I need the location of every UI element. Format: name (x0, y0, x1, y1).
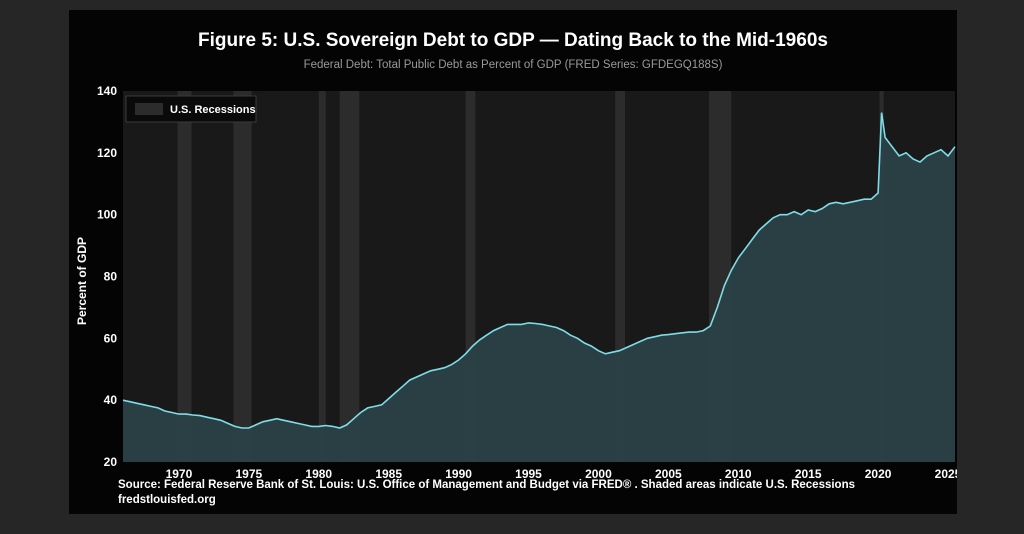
y-tick-label: 60 (104, 331, 118, 345)
y-tick-label: 120 (97, 146, 117, 160)
chart-source: Source: Federal Reserve Bank of St. Loui… (118, 478, 855, 508)
x-tick-label: 1990 (445, 467, 472, 481)
legend-swatch (135, 103, 163, 115)
x-tick-label: 2020 (865, 467, 892, 481)
x-tick-label: 1980 (305, 467, 332, 481)
x-tick-label: 1995 (515, 467, 542, 481)
x-axis-ticks: 1970 1975 1980 1985 1990 1995 2000 2005 2010 2015… (166, 467, 957, 481)
x-tick-label: 1970 (166, 467, 193, 481)
debt-area (123, 112, 955, 462)
recession-band (465, 91, 476, 462)
x-tick-label: 1975 (235, 467, 262, 481)
recession-bands (177, 91, 884, 462)
recession-band (318, 91, 326, 462)
y-tick-label: 20 (104, 455, 118, 469)
source-url: fredstlouisfed.org (118, 494, 216, 506)
x-tick-label: 2005 (655, 467, 682, 481)
title-text: U.S. Sovereign Debt to GDP — Dating Back… (283, 30, 828, 51)
figure-number: Figure 5: (198, 30, 279, 51)
y-tick-label: 80 (104, 270, 118, 284)
recession-band (339, 91, 360, 462)
x-tick-label: 2000 (585, 467, 612, 481)
recession-band (615, 91, 625, 462)
chart-card: Figure 5: U.S. Sovereign Debt to GDP — D… (69, 10, 957, 514)
debt-line (122, 112, 956, 429)
x-tick-label: 2015 (795, 467, 822, 481)
y-axis-ticks: 20 40 60 80 100 120 140 (97, 84, 117, 469)
recession-band (233, 91, 252, 462)
legend: U.S. Recessions (125, 95, 257, 123)
x-tick-label: 1985 (375, 467, 402, 481)
recession-band (177, 91, 192, 462)
chart-title: Figure 5: U.S. Sovereign Debt to GDP — D… (69, 30, 957, 52)
legend-label: U.S. Recessions (170, 104, 256, 116)
x-tick-label: 2010 (725, 467, 752, 481)
chart-subtitle: Federal Debt: Total Public Debt as Perce… (303, 59, 723, 71)
y-tick-label: 40 (104, 393, 118, 407)
source-text: Source: Federal Reserve Bank of St. Loui… (118, 479, 855, 491)
y-tick-label: 140 (97, 84, 117, 98)
x-tick-label: 2025 (935, 467, 957, 481)
y-axis-label: Percent of GDP (75, 237, 89, 325)
y-tick-label: 100 (97, 208, 117, 222)
